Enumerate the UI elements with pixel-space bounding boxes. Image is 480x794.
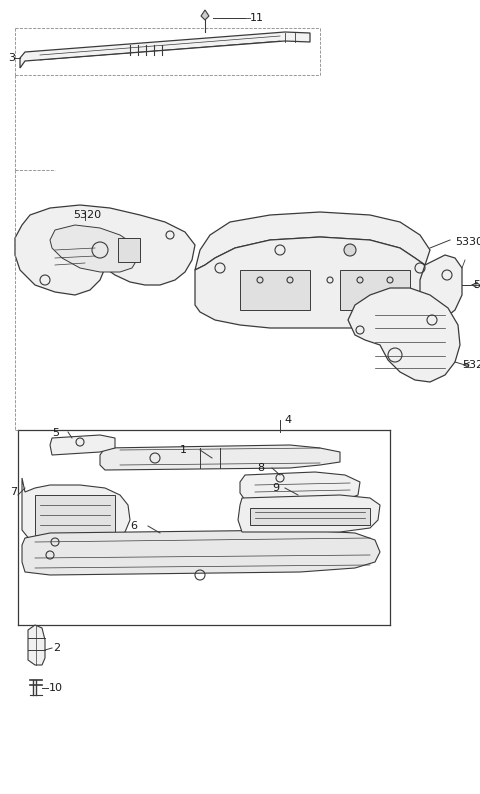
- Text: 1: 1: [180, 445, 187, 455]
- Text: 5: 5: [52, 428, 59, 438]
- Polygon shape: [340, 270, 410, 310]
- Polygon shape: [195, 237, 425, 330]
- Text: 11: 11: [250, 13, 264, 23]
- Text: 4: 4: [284, 415, 291, 425]
- Polygon shape: [50, 225, 138, 272]
- Polygon shape: [250, 508, 370, 525]
- Polygon shape: [22, 530, 380, 575]
- Text: 5320: 5320: [462, 360, 480, 370]
- Text: 9: 9: [272, 483, 279, 493]
- Polygon shape: [420, 255, 462, 320]
- Polygon shape: [15, 205, 195, 295]
- Polygon shape: [50, 435, 115, 455]
- Circle shape: [344, 244, 356, 256]
- Polygon shape: [28, 625, 45, 665]
- Text: 2: 2: [53, 643, 60, 653]
- Polygon shape: [118, 238, 140, 262]
- Polygon shape: [195, 212, 430, 270]
- Text: 10: 10: [49, 683, 63, 693]
- Text: 6: 6: [130, 521, 137, 531]
- Text: 5330: 5330: [473, 280, 480, 290]
- Text: 7: 7: [10, 487, 17, 497]
- Text: 8: 8: [257, 463, 264, 473]
- Text: 5320: 5320: [73, 210, 101, 220]
- Polygon shape: [22, 478, 130, 545]
- Polygon shape: [240, 270, 310, 310]
- Text: 5330: 5330: [455, 237, 480, 247]
- Polygon shape: [240, 472, 360, 502]
- Polygon shape: [35, 495, 115, 535]
- Polygon shape: [100, 445, 340, 470]
- Text: 3: 3: [8, 53, 15, 63]
- Polygon shape: [201, 10, 209, 20]
- Polygon shape: [348, 288, 460, 382]
- Polygon shape: [20, 32, 310, 68]
- Polygon shape: [238, 495, 380, 532]
